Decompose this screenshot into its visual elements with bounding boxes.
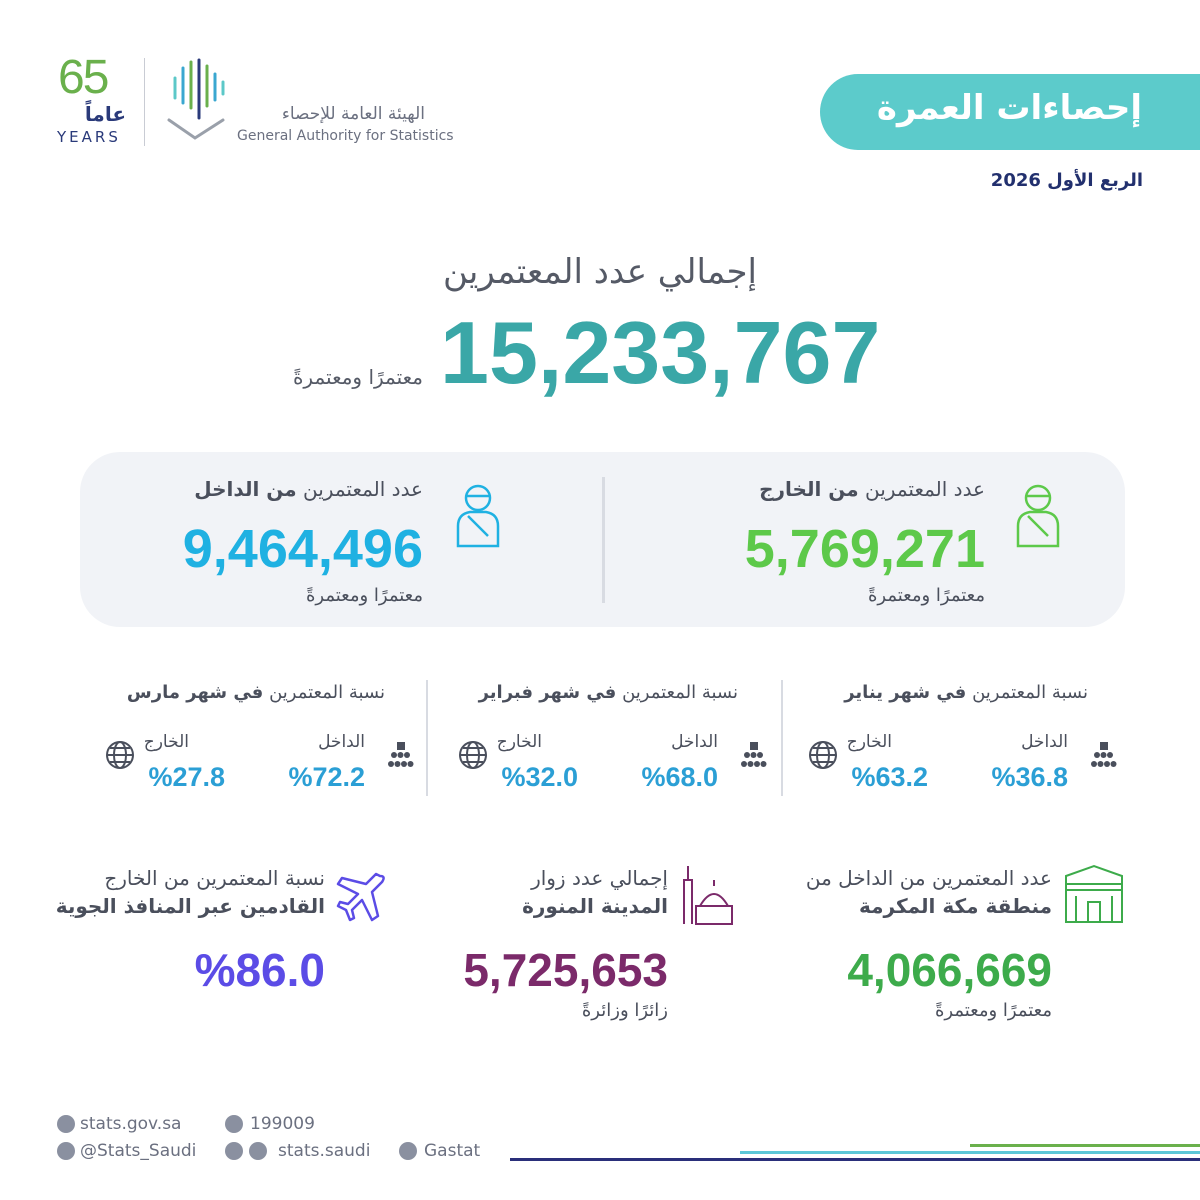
social-icons [225, 1142, 267, 1160]
external-share: %27.8 [148, 762, 225, 792]
internal-unit: معتمرًا ومعتمرةً [305, 585, 423, 606]
logo-divider [144, 58, 145, 146]
total-label: إجمالي عدد المعتمرين [443, 252, 757, 292]
x-icon [57, 1142, 75, 1160]
month-title: نسبة المعتمرين في شهر يناير [844, 682, 1088, 703]
pilgrim-icon-external [1016, 484, 1060, 548]
external-unit: معتمرًا ومعتمرةً [867, 585, 985, 606]
title-text: نسبة المعتمرين [263, 682, 385, 703]
internal-share: %36.8 [991, 762, 1068, 792]
external-label: الخارج [496, 732, 542, 752]
external-value: 5,769,271 [744, 519, 985, 579]
org-name-en: General Authority for Statistics [237, 128, 454, 144]
title-text: نسبة المعتمرين [966, 682, 1088, 703]
phone-icon [225, 1115, 243, 1133]
crowd-icon [1091, 742, 1117, 767]
anniversary-word: عاماً [84, 102, 126, 126]
globe-icon [106, 741, 134, 769]
air-line1: نسبة المعتمرين من الخارج [104, 866, 325, 890]
madinah-line2: المدينة المنورة [522, 894, 668, 918]
title: إحصاءات العمرة [876, 88, 1142, 128]
mosque-icon [683, 866, 733, 925]
social[interactable]: stats.saudi [278, 1141, 371, 1161]
globe-icon [809, 741, 837, 769]
makkah-line1: عدد المعتمرين من الداخل من [805, 866, 1052, 890]
logo-mark [167, 58, 225, 140]
month-divider [426, 680, 428, 796]
madinah-unit: زائرًا وزائرةً [581, 1000, 668, 1021]
label-bold: من الخارج [759, 477, 859, 501]
label-bold: من الداخل [194, 477, 297, 501]
title-bold: في شهر مارس [126, 682, 264, 703]
anniversary-years: YEARS [57, 128, 121, 146]
internal-share: %72.2 [288, 762, 365, 792]
web-icon [57, 1115, 75, 1133]
footer-line [510, 1158, 1200, 1161]
internal-label: الداخل [1021, 732, 1068, 752]
label-text: عدد المعتمرين [858, 477, 985, 501]
external-label: عدد المعتمرين من الخارج [759, 477, 985, 501]
makkah-line2: منطقة مكة المكرمة [859, 894, 1052, 918]
kaaba-icon [1065, 864, 1123, 923]
globe-icon [459, 741, 487, 769]
plane-icon [336, 872, 385, 922]
phone[interactable]: 199009 [250, 1114, 315, 1134]
air-line2: القادمين عبر المنافذ الجوية [55, 894, 325, 918]
crowd-icon [388, 742, 414, 767]
internal-share: %68.0 [641, 762, 718, 792]
anniversary-number: 65 [58, 51, 109, 104]
month-divider [781, 680, 783, 796]
footer-line [970, 1144, 1200, 1147]
madinah-value: 5,725,653 [463, 944, 668, 996]
external-label: الخارج [846, 732, 892, 752]
label-text: عدد المعتمرين [296, 477, 423, 501]
air-value: %86.0 [194, 944, 325, 996]
internal-label: الداخل [671, 732, 718, 752]
title-bold: في شهر يناير [844, 682, 967, 703]
website[interactable]: stats.gov.sa [80, 1114, 182, 1134]
internal-label: الداخل [318, 732, 365, 752]
external-share: %32.0 [501, 762, 578, 792]
internal-value: 9,464,496 [182, 519, 423, 579]
external-label: الخارج [143, 732, 189, 752]
total-value: 15,233,767 [440, 303, 881, 402]
month-title: نسبة المعتمرين في شهر مارس [127, 682, 385, 703]
madinah-line1: إجمالي عدد زوار [531, 866, 668, 890]
footer-line [740, 1151, 1200, 1154]
linkedin[interactable]: Gastat [424, 1141, 481, 1161]
linkedin-icon [399, 1142, 417, 1160]
title-pill [820, 74, 1200, 150]
month-title: نسبة المعتمرين في شهر فبراير [479, 682, 738, 703]
crowd-icon [741, 742, 767, 767]
twitter[interactable]: @Stats_Saudi [80, 1141, 197, 1161]
makkah-value: 4,066,669 [847, 944, 1052, 996]
external-share: %63.2 [851, 762, 928, 792]
makkah-unit: معتمرًا ومعتمرةً [934, 1000, 1052, 1021]
title-text: نسبة المعتمرين [616, 682, 738, 703]
pilgrim-icon-internal [456, 484, 500, 548]
internal-label: عدد المعتمرين من الداخل [194, 477, 423, 501]
split-divider [602, 477, 605, 603]
org-name-ar: الهيئة العامة للإحصاء [281, 104, 425, 124]
period: الربع الأول 2026 [990, 170, 1143, 191]
title-bold: في شهر فبراير [478, 682, 617, 703]
total-unit: معتمرًا ومعتمرةً [292, 365, 423, 389]
